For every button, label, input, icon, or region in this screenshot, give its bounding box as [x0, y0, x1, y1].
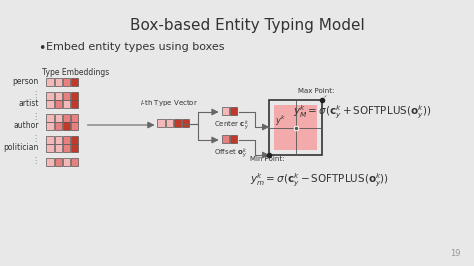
Bar	[55, 100, 62, 107]
Text: Offset $\mathbf{o}_y^k$: Offset $\mathbf{o}_y^k$	[214, 146, 248, 161]
Bar	[55, 158, 62, 165]
Text: politician: politician	[3, 143, 39, 152]
Text: $i$-th Type Vector: $i$-th Type Vector	[140, 98, 198, 108]
Bar	[157, 119, 164, 127]
Bar	[55, 114, 62, 122]
Bar	[63, 92, 70, 99]
Bar	[229, 135, 237, 143]
Bar	[55, 136, 62, 143]
Text: •: •	[38, 42, 45, 55]
Bar	[71, 92, 78, 99]
Bar	[46, 122, 54, 130]
Bar	[63, 114, 70, 122]
Bar	[173, 119, 181, 127]
Bar	[274, 105, 317, 150]
Bar	[71, 144, 78, 152]
Bar	[63, 144, 70, 152]
Bar	[63, 158, 70, 165]
Text: $y_M^k = \sigma(\mathbf{c}_y^k + \mathrm{SOFTPLUS}(\mathbf{o}_y^k))$: $y_M^k = \sigma(\mathbf{c}_y^k + \mathrm…	[293, 104, 431, 121]
Bar	[71, 122, 78, 130]
Bar	[55, 78, 62, 85]
Bar	[46, 92, 54, 99]
Bar	[71, 114, 78, 122]
Bar	[221, 135, 228, 143]
Text: person: person	[13, 77, 39, 86]
Text: $y_m^k = \sigma(\mathbf{c}_y^k - \mathrm{SOFTPLUS}(\mathbf{o}_y^k))$: $y_m^k = \sigma(\mathbf{c}_y^k - \mathrm…	[250, 172, 389, 189]
Bar	[182, 119, 189, 127]
Bar	[63, 78, 70, 85]
Bar	[55, 92, 62, 99]
Bar	[63, 136, 70, 143]
Bar	[221, 107, 228, 114]
Bar	[165, 119, 173, 127]
Bar	[46, 136, 54, 143]
Text: Min Point:: Min Point:	[250, 156, 285, 162]
Bar	[46, 114, 54, 122]
Bar	[63, 122, 70, 130]
Text: artist: artist	[18, 99, 39, 109]
Bar	[63, 100, 70, 107]
Text: author: author	[13, 122, 39, 131]
Text: ⋮: ⋮	[31, 156, 40, 165]
Bar	[71, 136, 78, 143]
Bar	[71, 158, 78, 165]
Text: ⋮: ⋮	[31, 135, 40, 143]
Text: Embed entity types using boxes: Embed entity types using boxes	[46, 42, 224, 52]
Bar	[55, 122, 62, 130]
Bar	[229, 107, 237, 114]
Bar	[46, 100, 54, 107]
Text: Center $\mathbf{c}_y^k$: Center $\mathbf{c}_y^k$	[214, 118, 248, 132]
Text: Box-based Entity Typing Model: Box-based Entity Typing Model	[130, 18, 365, 33]
Bar	[46, 78, 54, 85]
Text: ⋮: ⋮	[31, 90, 40, 99]
Bar	[71, 78, 78, 85]
Text: Type Embeddings: Type Embeddings	[42, 68, 109, 77]
Bar	[55, 144, 62, 152]
Bar	[269, 100, 322, 155]
Text: 19: 19	[450, 249, 461, 258]
Text: ⋮: ⋮	[31, 113, 40, 122]
Bar	[71, 100, 78, 107]
Text: Max Point:: Max Point:	[298, 88, 334, 94]
Text: $y^k$: $y^k$	[275, 114, 286, 128]
Bar	[46, 144, 54, 152]
Bar	[46, 158, 54, 165]
